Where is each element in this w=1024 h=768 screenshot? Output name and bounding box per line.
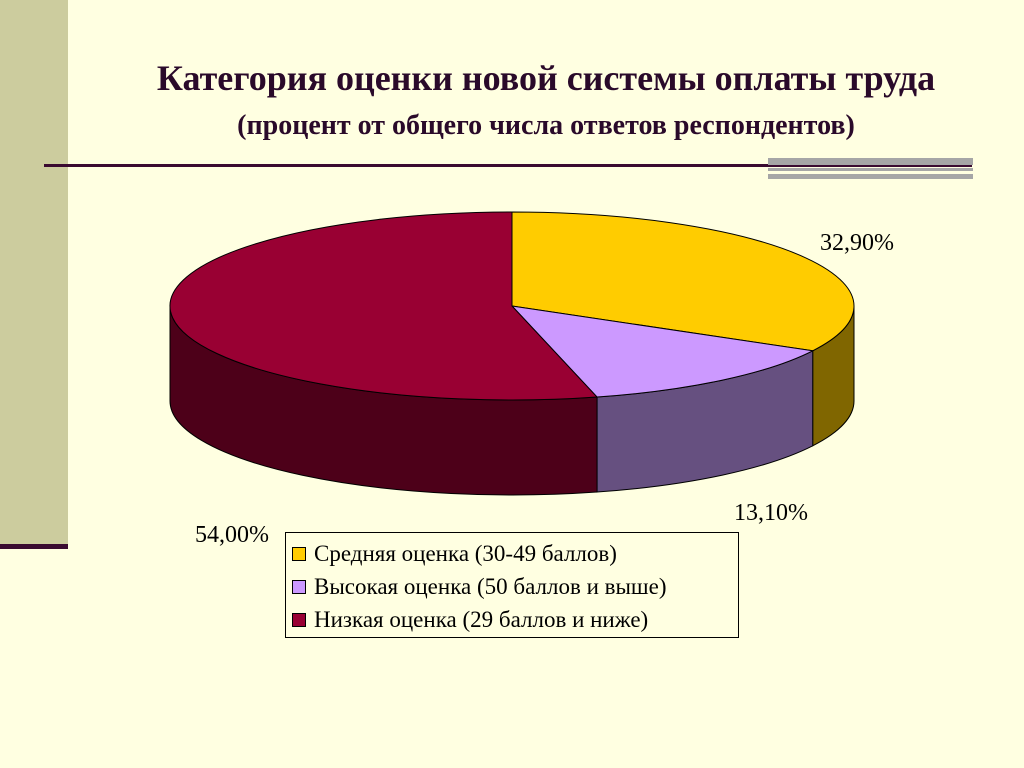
slide-subtitle: (процент от общего числа ответов респонд… — [237, 110, 855, 141]
chart-legend: Средняя оценка (30-49 баллов) Высокая оц… — [285, 532, 739, 638]
left-decor-band — [0, 0, 68, 548]
slide-title: Категория оценки новой системы оплаты тр… — [156, 58, 936, 98]
legend-swatch-low — [292, 612, 306, 627]
decor-gray-bars — [768, 158, 973, 180]
legend-label-high: Высокая оценка (50 баллов и выше) — [314, 573, 667, 599]
legend-item-high: Высокая оценка (50 баллов и выше) — [292, 570, 738, 603]
legend-label-medium: Средняя оценка (30-49 баллов) — [314, 540, 617, 566]
data-label-medium: 32,90% — [820, 230, 894, 256]
legend-item-low: Низкая оценка (29 баллов и ниже) — [292, 603, 738, 636]
legend-swatch-high — [292, 579, 306, 594]
pie-slice-high — [510, 305, 815, 398]
data-label-low: 54,00% — [195, 522, 269, 548]
legend-label-low: Низкая оценка (29 баллов и ниже) — [314, 606, 649, 632]
legend-item-medium: Средняя оценка (30-49 баллов) — [292, 537, 738, 570]
title-divider-rule — [44, 164, 972, 167]
left-decor-rule — [0, 544, 68, 549]
pie-slice-medium — [511, 211, 855, 352]
pie-slice-low — [169, 211, 599, 401]
legend-swatch-medium — [292, 546, 306, 561]
data-label-high: 13,10% — [734, 500, 808, 526]
